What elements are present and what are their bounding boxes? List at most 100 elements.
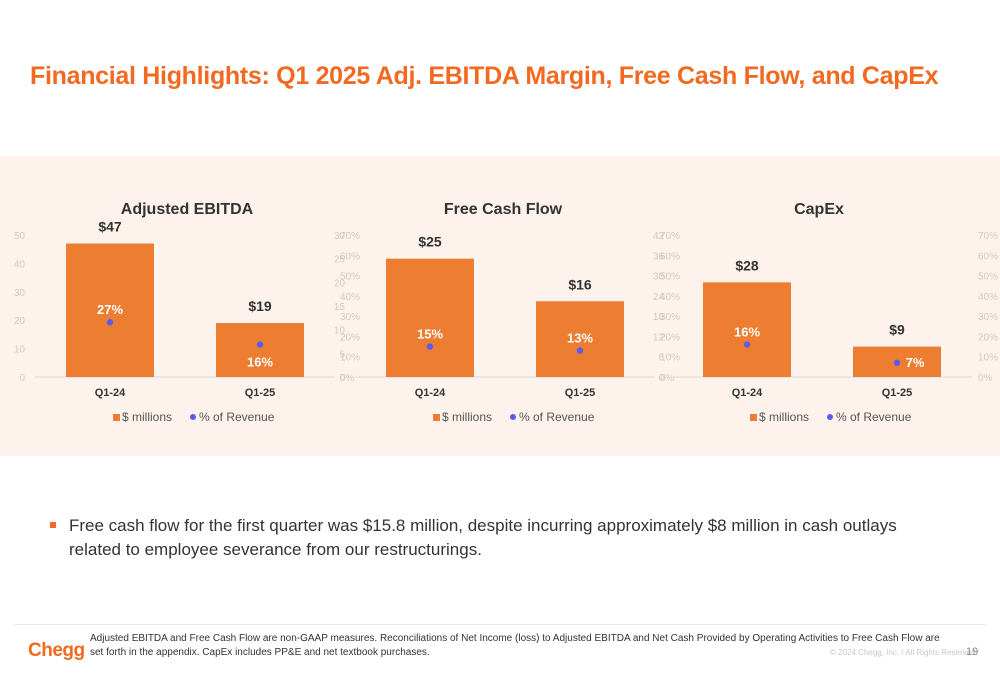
chart-1-ytick: 20 (14, 316, 26, 327)
chart-3-y2tick: 0% (978, 373, 993, 384)
chart-2-title: Free Cash Flow (444, 201, 563, 218)
chart-3-title: CapEx (794, 201, 844, 218)
chart-3-pct-label: 16% (734, 325, 760, 340)
chart-2-ytick: 15 (334, 302, 346, 313)
chart-3-legend-swatch (750, 414, 757, 421)
chart-2-pct-point (426, 343, 434, 350)
chart-1-y2tick: 20% (340, 332, 360, 343)
chart-1-pct-label: 16% (247, 355, 273, 370)
chart-3-y2tick: 70% (978, 231, 998, 242)
chart-3-ytick: 30 (653, 272, 665, 283)
chart-3-ytick: 0 (658, 373, 664, 384)
chart-1-pct-point (106, 319, 114, 326)
chart-2-pct-label: 15% (417, 327, 443, 342)
chart-2-pct-label: 13% (567, 331, 593, 346)
chart-1-bar (66, 243, 154, 377)
chart-3-legend-label: % of Revenue (836, 410, 912, 424)
chart-1-legend-label: $ millions (122, 410, 172, 424)
chart-1-y2tick: 10% (340, 353, 360, 364)
chart-2-y2tick: 70% (660, 231, 680, 242)
chart-2-bar (386, 258, 474, 377)
chart-2-y2tick: 60% (660, 251, 680, 262)
page-title: Financial Highlights: Q1 2025 Adj. EBITD… (30, 62, 939, 90)
chart-3-bar-label: $9 (889, 322, 905, 338)
chart-1-ytick: 40 (14, 259, 26, 270)
bullet-text: Free cash flow for the first quarter was… (69, 516, 897, 559)
chart-2-xtick: Q1-25 (565, 387, 596, 399)
chart-2-ytick: 10 (334, 326, 346, 337)
chart-1-y2tick: 30% (340, 312, 360, 323)
chart-2-bar-label: $16 (568, 276, 592, 292)
chart-3-legend-label: $ millions (759, 410, 809, 424)
chart-1-y2tick: 50% (340, 272, 360, 283)
chart-2-y2tick: 50% (660, 272, 680, 283)
charts-band (0, 156, 1000, 456)
chart-2-y2tick: 10% (660, 353, 680, 364)
chart-1-y2tick: 60% (340, 251, 360, 262)
chart-3-ytick: 12 (653, 332, 665, 343)
chart-1-pct-point (256, 341, 264, 348)
chart-3-pct-label: 7% (906, 355, 925, 370)
chart-1-title: Adjusted EBITDA (121, 201, 254, 218)
chart-3-y2tick: 30% (978, 312, 998, 323)
chart-3-ytick: 24 (653, 292, 665, 303)
chart-3-pct-point (893, 359, 901, 366)
chart-2-y2tick: 0% (660, 373, 675, 384)
chart-3-y2tick: 10% (978, 353, 998, 364)
chegg-logo: Chegg (28, 640, 85, 661)
chart-2-y2tick: 30% (660, 312, 680, 323)
summary-bullet: Free cash flow for the first quarter was… (50, 514, 930, 562)
chart-1-bar (216, 323, 304, 377)
chart-3-legend-dot (827, 414, 833, 420)
chart-1-xtick: Q1-24 (95, 387, 126, 399)
chart-3-bar (703, 282, 791, 377)
chart-1-legend-label: % of Revenue (199, 410, 275, 424)
chart-1-y2tick: 70% (340, 231, 360, 242)
chart-2-bar-label: $25 (418, 234, 442, 250)
chart-3-ytick: 18 (653, 312, 665, 323)
chart-3-ytick: 6 (658, 353, 664, 364)
chart-3-bar-label: $28 (735, 257, 759, 273)
chart-1-ytick: 0 (19, 373, 25, 384)
chart-3-y2tick: 60% (978, 251, 998, 262)
chart-1-bar-label: $47 (98, 219, 122, 235)
chart-3-y2tick: 50% (978, 272, 998, 283)
chart-2-ytick: 0 (339, 373, 345, 384)
footer-divider (14, 624, 986, 625)
chart-1-ytick: 50 (14, 231, 26, 242)
chart-3-pct-point (743, 341, 751, 348)
chart-1-y2tick: 40% (340, 292, 360, 303)
chart-2-pct-point (576, 347, 584, 354)
chart-2-y2tick: 40% (660, 292, 680, 303)
chart-3-y2tick: 20% (978, 332, 998, 343)
chart-1-ytick: 30 (14, 288, 26, 299)
chart-3-xtick: Q1-25 (882, 387, 913, 399)
chart-1-pct-label: 27% (97, 302, 123, 317)
footnote: Adjusted EBITDA and Free Cash Flow are n… (90, 633, 940, 658)
chart-1-bar-label: $19 (248, 298, 272, 314)
chart-1-y2tick: 0% (340, 373, 355, 384)
chart-2-xtick: Q1-24 (415, 387, 446, 399)
chart-2-legend-swatch (433, 414, 440, 421)
chart-2-ytick: 20 (334, 278, 346, 289)
chart-2-legend-label: $ millions (442, 410, 492, 424)
chart-2-legend-label: % of Revenue (519, 410, 595, 424)
chart-2-y2tick: 20% (660, 332, 680, 343)
chart-2-ytick: 25 (334, 255, 346, 266)
bullet-marker (50, 522, 56, 528)
chart-3-y2tick: 40% (978, 292, 998, 303)
chart-1-ytick: 10 (14, 345, 26, 356)
copyright: © 2024 Chegg, Inc. / All Rights Reserved (830, 648, 976, 657)
chart-2-ytick: 30 (334, 231, 346, 242)
chart-1-legend-dot (190, 414, 196, 420)
chart-1-xtick: Q1-25 (245, 387, 276, 399)
chart-2-legend-dot (510, 414, 516, 420)
chart-3-ytick: 36 (653, 251, 665, 262)
chart-2-bar (536, 301, 624, 377)
chart-3-ytick: 42 (653, 231, 665, 242)
charts-area: Adjusted EBITDA010203040500%10%20%30%40%… (14, 201, 998, 424)
chart-3-xtick: Q1-24 (732, 387, 763, 399)
page-number: 19 (966, 646, 979, 658)
chart-2-ytick: 5 (339, 349, 345, 360)
chart-1-legend-swatch (113, 414, 120, 421)
